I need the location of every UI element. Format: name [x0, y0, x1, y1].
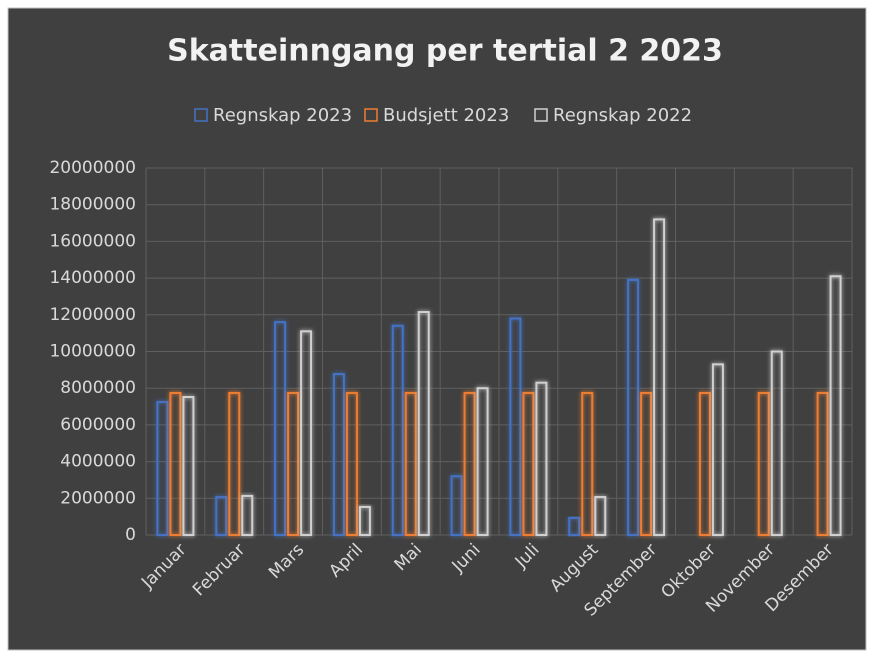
- bar: [711, 363, 724, 536]
- y-tick-label: 6000000: [60, 415, 136, 435]
- bar: [287, 391, 300, 537]
- y-tick-label: 16000000: [49, 231, 136, 251]
- bar: [509, 317, 522, 536]
- bar: [463, 391, 476, 537]
- bar: [358, 505, 371, 536]
- chart-title: Skatteinngang per tertial 2 2023: [167, 34, 723, 69]
- bar: [215, 496, 228, 537]
- legend-swatch: [534, 108, 548, 122]
- bar: [535, 381, 548, 536]
- y-tick-label: 10000000: [49, 342, 136, 362]
- bar: [182, 396, 195, 536]
- bar: [345, 391, 358, 537]
- y-tick-label: 18000000: [49, 195, 136, 215]
- bar: [332, 373, 345, 536]
- bar: [450, 475, 463, 536]
- bar: [757, 391, 770, 537]
- bar: [241, 494, 254, 536]
- bar: [476, 387, 489, 537]
- bar: [653, 218, 666, 536]
- bar: [300, 330, 313, 536]
- legend-label: Regnskap 2022: [553, 105, 692, 126]
- bar: [627, 278, 640, 536]
- bar: [640, 391, 653, 537]
- bar: [770, 350, 783, 536]
- legend-label: Budsjett 2023: [383, 105, 509, 126]
- y-tick-label: 20000000: [49, 158, 136, 178]
- y-tick-label: 2000000: [60, 488, 136, 508]
- bar: [581, 391, 594, 537]
- bar: [274, 321, 287, 537]
- legend-swatch: [364, 108, 378, 122]
- bar: [417, 311, 430, 536]
- bar: [169, 391, 182, 537]
- bar: [156, 400, 169, 536]
- chart-bg: [7, 7, 867, 651]
- y-tick-label: 8000000: [60, 378, 136, 398]
- legend-label: Regnskap 2023: [213, 105, 352, 126]
- y-tick-label: 14000000: [49, 268, 136, 288]
- bar: [816, 391, 829, 537]
- y-tick-label: 4000000: [60, 452, 136, 472]
- bar: [391, 324, 404, 536]
- bar: [522, 391, 535, 537]
- bar: [594, 496, 607, 537]
- bar: [829, 275, 842, 536]
- y-tick-label: 0: [125, 525, 136, 545]
- y-tick-label: 12000000: [49, 305, 136, 325]
- bar: [404, 391, 417, 537]
- legend-swatch: [194, 108, 208, 122]
- bar: [568, 516, 581, 537]
- bar: [228, 391, 241, 537]
- bar: [698, 391, 711, 537]
